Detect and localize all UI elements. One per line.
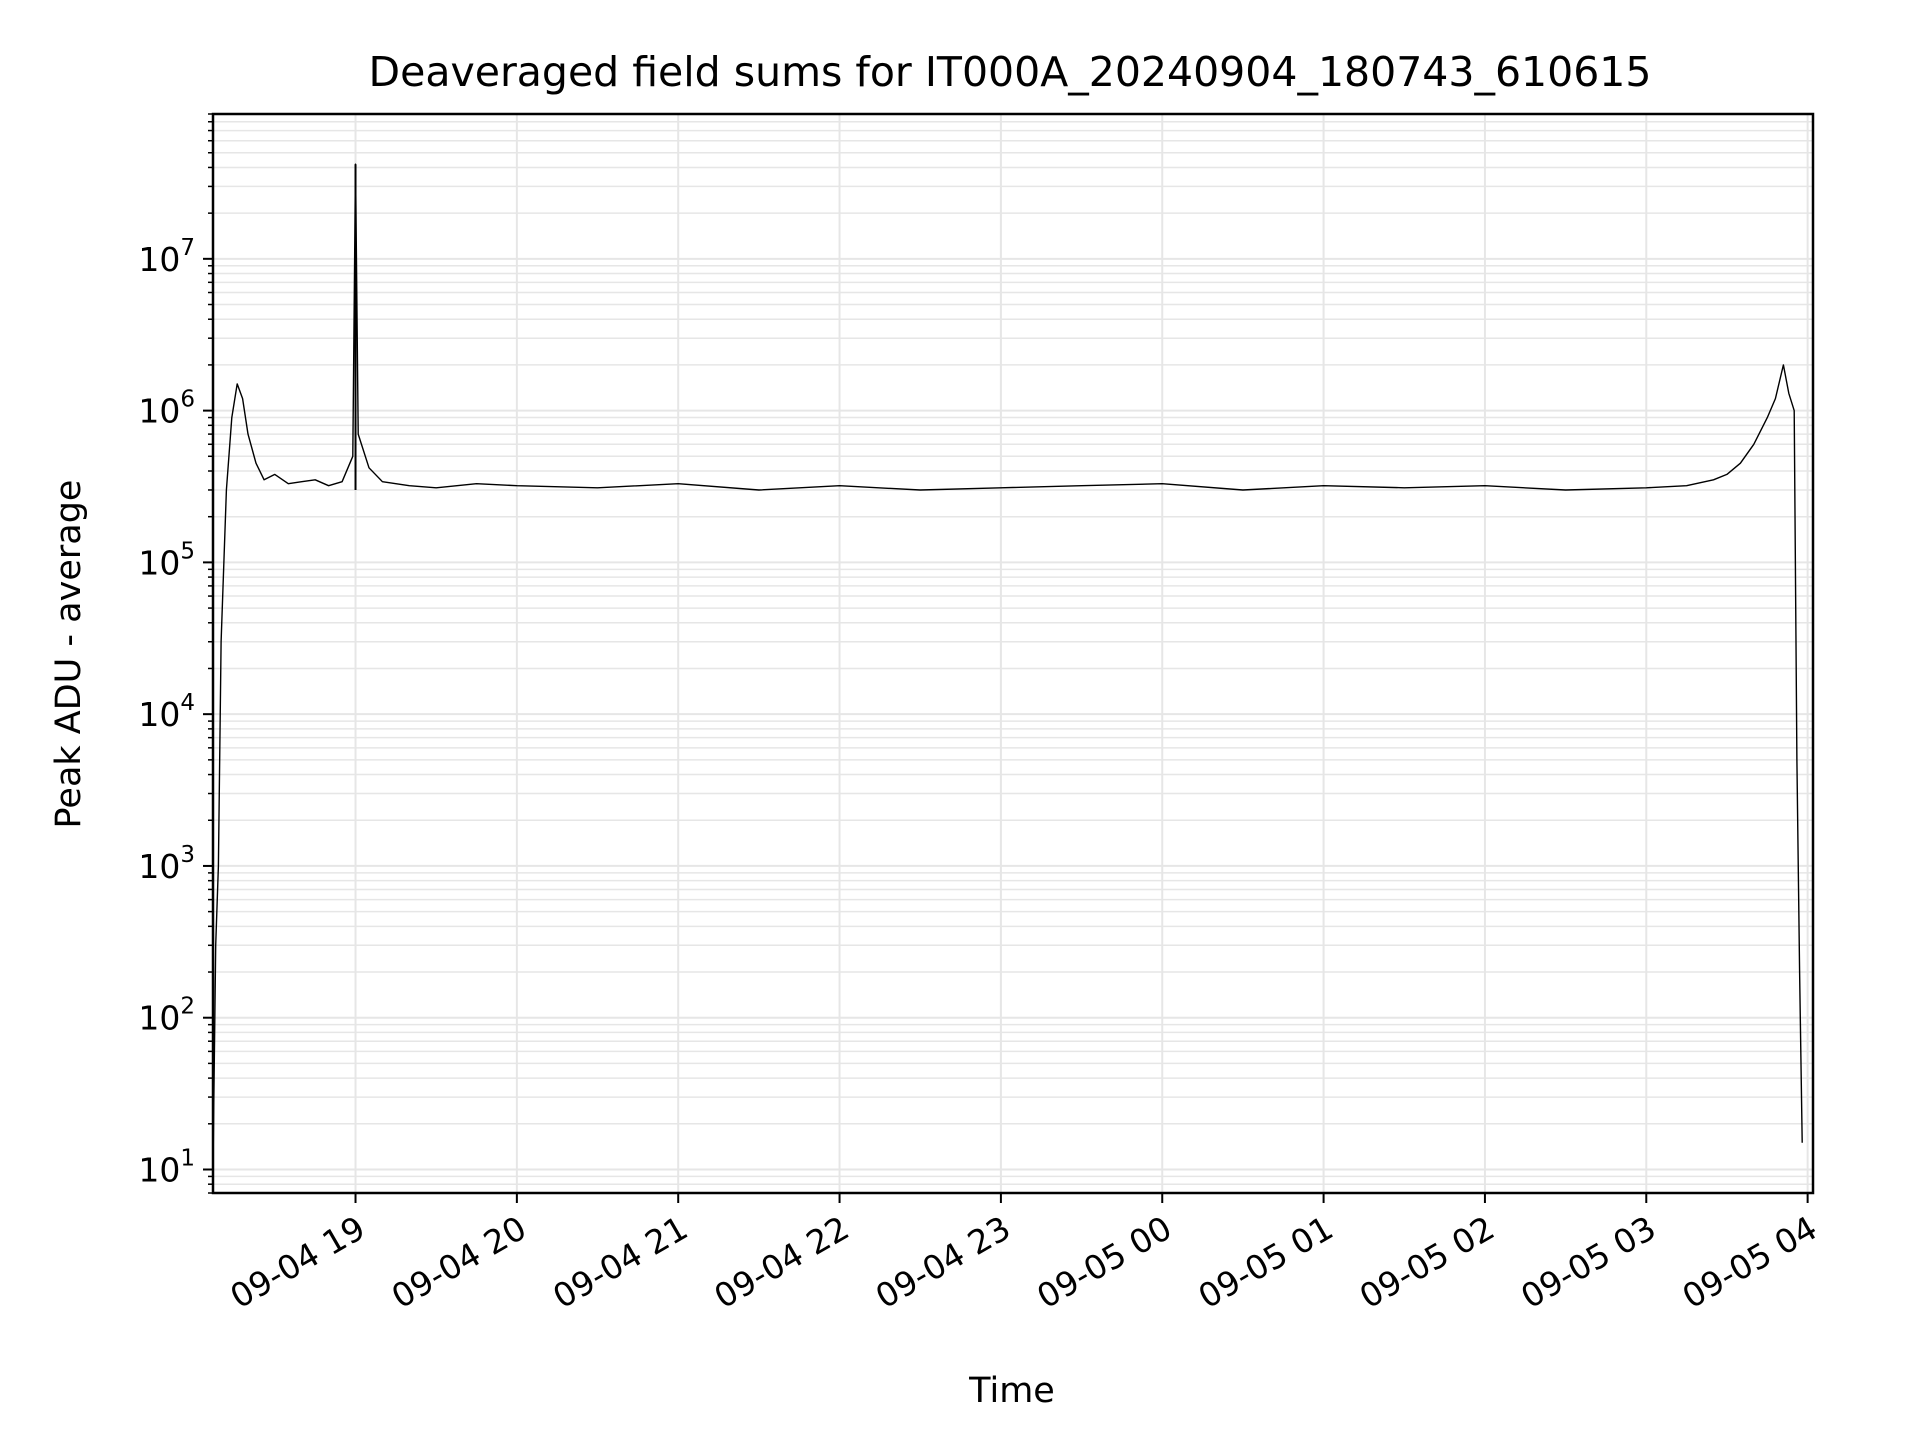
y-tick-label: 106 (138, 387, 195, 431)
y-axis-label: Peak ADU - average (49, 480, 89, 829)
plot-frame (211, 112, 1815, 1195)
y-tick-label: 103 (138, 842, 195, 886)
y-tick-label: 102 (138, 994, 195, 1038)
grid (213, 113, 1813, 1194)
chart-title: Deaveraged field sums for IT000A_2024090… (369, 48, 1652, 96)
series-layer (212, 163, 1803, 1170)
y-tick-label: 107 (138, 235, 195, 279)
series-line (212, 163, 1803, 1170)
y-tick-label: 105 (138, 538, 195, 582)
y-axis: 101 102 103 104 105 106 107 (138, 113, 213, 1194)
y-tick-label: 101 (138, 1145, 195, 1189)
x-axis-label: Time (968, 1371, 1055, 1411)
y-tick-label: 104 (138, 690, 195, 734)
